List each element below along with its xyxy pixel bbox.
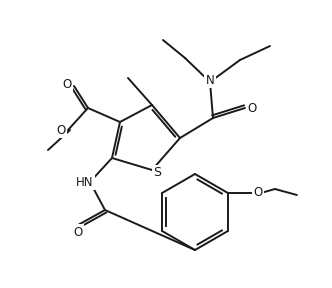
Text: HN: HN [76,175,94,189]
Text: N: N [206,73,214,86]
Text: O: O [56,124,66,137]
Text: O: O [73,226,83,238]
Text: O: O [62,77,72,90]
Text: O: O [253,187,263,200]
Text: O: O [247,101,257,115]
Text: S: S [153,166,161,179]
